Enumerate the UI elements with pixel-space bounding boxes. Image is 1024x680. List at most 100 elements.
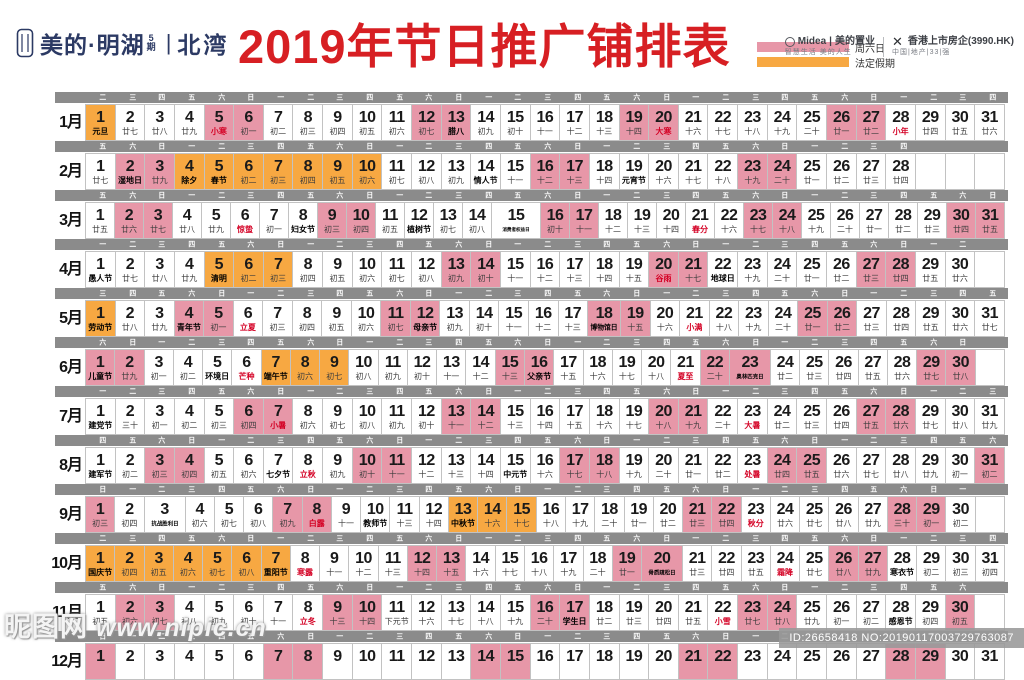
day-number: 10 — [358, 157, 376, 175]
day-lunar-label: 初八 — [469, 225, 485, 235]
day-lunar-label: 廿四 — [953, 225, 969, 235]
day-number: 24 — [773, 157, 791, 175]
day-number: 21 — [684, 402, 702, 420]
day-lunar-text: 初七 — [418, 126, 435, 136]
day-lunar-text: 十九 — [625, 469, 642, 479]
day-lunar-text: 初一 — [266, 224, 282, 234]
day-cell: 18 十六 — [583, 349, 613, 386]
day-number: 4 — [185, 647, 194, 665]
day-lunar-label: 寒露 — [297, 568, 313, 578]
day-lunar-text: 初二 — [923, 567, 940, 577]
day-lunar-label: 初七 — [389, 274, 405, 284]
day-number: 18 — [595, 647, 613, 665]
day-lunar-label: 十七 — [567, 470, 583, 480]
weekday-label: 一 — [396, 583, 403, 592]
weekday-label: 日 — [277, 387, 285, 396]
day-number: 19 — [633, 206, 651, 224]
day-cell: 20 骨质疏松日 — [642, 545, 684, 582]
day-number: 26 — [832, 255, 850, 273]
day-cell: 16 十四 — [530, 398, 561, 435]
day-lunar-text: 十九 — [572, 518, 589, 528]
day-lunar-text: 十九 — [745, 322, 762, 332]
day-lunar-text: 廿七 — [744, 616, 761, 626]
day-lunar-text: 廿七 — [150, 224, 166, 234]
day-lunar-text: 国庆节 — [88, 567, 113, 577]
day-cell: 3 初三 — [145, 447, 175, 484]
day-lunar-label: 芒种 — [238, 372, 254, 382]
weekday-bar: 一二三四五六日一二三四五六日一二三四五六日一二三四五六日一二 — [55, 239, 1008, 250]
weekday-bar-spacer — [55, 239, 88, 250]
weekday-label: 五 — [722, 191, 730, 200]
day-cell: 4 初二 — [173, 349, 204, 386]
day-cells: 1 元旦 2 廿七 3 廿八 4 廿九 5 小寒 6 初一 7 初二 8 初三 9 初四 10 初五 11 初六 12 初七 1… — [85, 104, 1005, 141]
day-lunar-text: 初六 — [388, 126, 405, 136]
weekday-label: 二 — [574, 632, 581, 641]
day-number: 23 — [749, 206, 767, 224]
day-number: 22 — [714, 451, 732, 469]
day-lunar-text: 十一 — [326, 567, 343, 577]
weekday-label: 五 — [930, 583, 938, 592]
day-lunar-label: 初六 — [241, 470, 257, 480]
day-lunar-label: 廿二 — [596, 617, 612, 627]
day-cell: 15 中元节 — [500, 447, 531, 484]
weekday-label: 四 — [692, 191, 700, 200]
day-lunar-text: 廿七 — [806, 518, 823, 528]
day-lunar-label: 初四 — [181, 470, 197, 480]
weekday-label: 三 — [158, 387, 166, 396]
day-cell: 7 初九 — [273, 496, 303, 533]
weekday-label: 二 — [959, 240, 967, 249]
weekday-label: 三 — [841, 338, 849, 347]
day-number: 21 — [684, 157, 702, 175]
day-cell: 25 廿七 — [800, 496, 830, 533]
day-cell: 27 廿一 — [860, 202, 889, 239]
weekday-label: 六 — [514, 338, 522, 347]
day-number: 9 — [330, 549, 339, 567]
day-lunar-label: 廿七 — [982, 323, 998, 333]
day-cell: 5 初三 — [204, 398, 235, 435]
day-lunar-label: 廿七 — [806, 519, 822, 529]
day-number: 24 — [773, 255, 791, 273]
day-lunar-label: 十九 — [745, 323, 761, 333]
day-lunar-text: 秋分 — [747, 518, 764, 528]
day-cell: 19 廿一 — [612, 545, 643, 582]
day-lunar-text: 劳动节 — [88, 322, 113, 332]
empty-cell — [945, 153, 976, 190]
day-cell: 19 十五 — [621, 300, 651, 337]
day-number: 28 — [893, 549, 911, 567]
day-cell: 28 廿八 — [886, 447, 916, 484]
weekday-label: 一 — [603, 191, 611, 200]
weekday-label: 日 — [752, 338, 760, 347]
day-number: 10 — [358, 108, 376, 126]
day-cell: 13 腊八 — [441, 104, 472, 141]
day-number: 10 — [358, 255, 376, 273]
day-number: 15 — [506, 157, 524, 175]
weekday-label: 二 — [514, 534, 522, 543]
day-cell: 14 初八 — [463, 202, 492, 239]
weekday-label: 二 — [218, 142, 225, 151]
day-lunar-text: 二十 — [714, 420, 731, 430]
day-lunar-text: 初十 — [547, 224, 563, 234]
day-lunar-label: 廿一 — [804, 323, 820, 333]
day-lunar-label: 十四 — [537, 421, 553, 431]
day-number: 9 — [333, 451, 342, 469]
weekday-label — [921, 142, 946, 151]
day-lunar-text: 父亲节 — [527, 371, 552, 381]
day-lunar-text: 惊蛰 — [237, 224, 253, 234]
day-cell: 9 初九 — [323, 447, 353, 484]
day-lunar-label: 廿七 — [923, 372, 939, 382]
weekday-label: 五 — [307, 142, 314, 151]
day-cell: 21 廿三 — [683, 496, 713, 533]
day-lunar-label: 小暑 — [270, 421, 286, 431]
day-lunar-label: 立冬 — [300, 617, 316, 627]
day-lunar-label: 父亲节 — [527, 372, 551, 382]
day-lunar-text: 初七 — [220, 518, 237, 528]
day-number: 2 — [125, 451, 135, 469]
day-lunar-label: 清明 — [211, 274, 227, 284]
weekday-label: 二 — [455, 436, 463, 445]
day-number: 18 — [595, 402, 613, 420]
day-cell: 20 廿二 — [653, 496, 684, 533]
day-lunar-text: 十八 — [714, 175, 731, 185]
day-lunar-label: 十六 — [418, 617, 434, 627]
weekday-label: 一 — [129, 485, 136, 494]
day-cell: 9 — [323, 643, 353, 680]
